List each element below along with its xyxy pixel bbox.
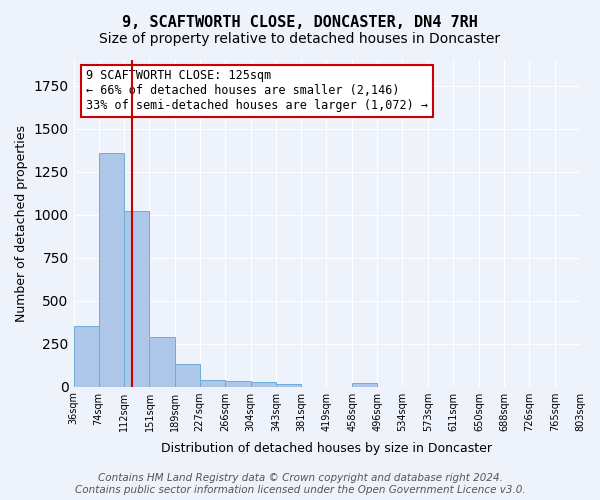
Text: Contains HM Land Registry data © Crown copyright and database right 2024.
Contai: Contains HM Land Registry data © Crown c… — [74, 474, 526, 495]
Bar — [98, 153, 124, 386]
Bar — [276, 384, 301, 386]
Bar — [124, 211, 149, 386]
Text: 9, SCAFTWORTH CLOSE, DONCASTER, DN4 7RH: 9, SCAFTWORTH CLOSE, DONCASTER, DN4 7RH — [122, 15, 478, 30]
Bar — [352, 383, 377, 386]
Bar — [175, 364, 200, 386]
Bar — [149, 336, 175, 386]
Bar — [226, 380, 251, 386]
Y-axis label: Number of detached properties: Number of detached properties — [15, 125, 28, 322]
Text: 9 SCAFTWORTH CLOSE: 125sqm
← 66% of detached houses are smaller (2,146)
33% of s: 9 SCAFTWORTH CLOSE: 125sqm ← 66% of deta… — [86, 70, 428, 112]
Bar — [251, 382, 276, 386]
Text: Size of property relative to detached houses in Doncaster: Size of property relative to detached ho… — [100, 32, 500, 46]
Bar — [200, 380, 226, 386]
Bar — [74, 326, 98, 386]
X-axis label: Distribution of detached houses by size in Doncaster: Distribution of detached houses by size … — [161, 442, 492, 455]
